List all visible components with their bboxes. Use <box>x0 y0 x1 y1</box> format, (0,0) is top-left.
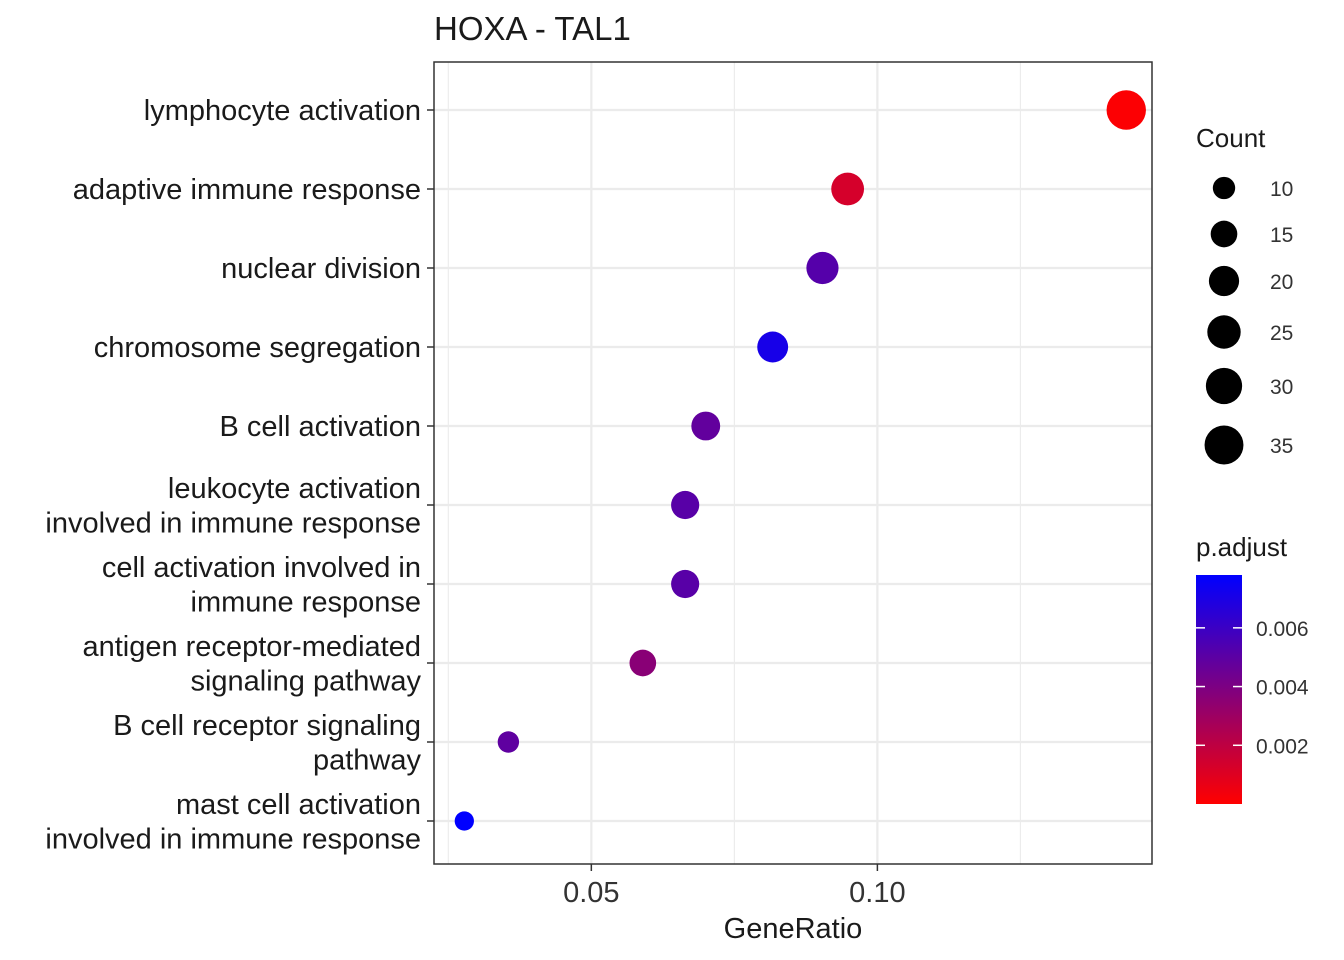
y-tick-label: lymphocyte activation <box>144 95 421 127</box>
data-point <box>806 251 839 285</box>
size-legend-key <box>1204 425 1244 465</box>
x-tick-label: 0.10 <box>849 877 905 909</box>
data-point <box>1106 90 1146 130</box>
colorbar <box>1196 575 1242 804</box>
size-legend-title: Count <box>1196 123 1266 153</box>
plot-panel <box>434 62 1152 864</box>
y-tick-label-line: nuclear division <box>221 253 421 285</box>
data-point <box>671 490 700 520</box>
y-tick-label-line: adaptive immune response <box>73 174 421 206</box>
data-point <box>497 731 520 753</box>
y-tick-label-line: signaling pathway <box>190 665 421 697</box>
y-axis: lymphocyte activation adaptive immune res… <box>45 95 434 855</box>
data-point <box>671 569 700 599</box>
size-legend-key <box>1205 367 1243 405</box>
y-tick-label-line: involved in immune response <box>45 507 421 539</box>
data-point <box>629 649 657 677</box>
x-axis: 0.05 0.10 <box>563 864 906 909</box>
y-tick-label: B cell receptor signaling pathway <box>113 710 421 777</box>
color-legend: p.adjust 0.006 0.004 0.002 <box>1196 532 1309 804</box>
data-points <box>454 90 1146 831</box>
size-legend-key <box>1212 176 1236 200</box>
y-tick-label-line: antigen receptor-mediated <box>82 631 421 663</box>
size-legend-label: 15 <box>1270 224 1293 247</box>
data-point <box>691 411 721 441</box>
y-tick-label-line: chromosome segregation <box>94 332 421 364</box>
size-legend-key <box>1207 315 1241 349</box>
y-tick-label: leukocyte activation involved in immune r… <box>45 473 421 540</box>
chart-title: HOXA - TAL1 <box>434 10 631 47</box>
color-legend-title: p.adjust <box>1196 532 1288 562</box>
y-tick-label: nuclear division <box>221 253 421 285</box>
size-legend-key <box>1210 220 1238 248</box>
color-legend-label: 0.004 <box>1256 677 1309 700</box>
y-tick-label: antigen receptor-mediated signaling pathw… <box>82 631 421 698</box>
color-legend-label: 0.006 <box>1256 618 1309 641</box>
size-legend-label: 20 <box>1270 271 1293 294</box>
y-tick-label: mast cell activation involved in immune r… <box>45 789 421 856</box>
data-point <box>757 331 789 363</box>
data-point <box>454 811 474 831</box>
x-tick-label: 0.05 <box>563 877 619 909</box>
y-tick-label-line: cell activation involved in <box>102 552 421 584</box>
size-legend: Count 10 15 20 25 30 35 <box>1196 123 1293 465</box>
plot-panel-border <box>433 61 1153 865</box>
x-axis-title: GeneRatio <box>724 913 863 945</box>
grid-lines <box>434 62 1152 864</box>
y-tick-label-line: lymphocyte activation <box>144 95 421 127</box>
y-tick-label: B cell activation <box>220 411 422 443</box>
y-tick-label: chromosome segregation <box>94 332 421 364</box>
y-tick-label: adaptive immune response <box>73 174 421 206</box>
y-tick-label-line: pathway <box>313 744 422 776</box>
y-tick-label: cell activation involved in immune respon… <box>102 552 421 619</box>
y-tick-label-line: B cell receptor signaling <box>113 710 421 742</box>
size-legend-key <box>1208 265 1240 297</box>
size-legend-label: 10 <box>1270 178 1293 201</box>
size-legend-label: 25 <box>1270 322 1293 345</box>
size-legend-label: 30 <box>1270 376 1293 399</box>
size-legend-label: 35 <box>1270 435 1293 458</box>
y-tick-label-line: leukocyte activation <box>168 473 421 505</box>
y-tick-label-line: involved in immune response <box>45 823 421 855</box>
y-tick-label-line: mast cell activation <box>176 789 421 821</box>
color-legend-label: 0.002 <box>1256 735 1309 758</box>
data-point <box>831 172 865 206</box>
y-tick-label-line: B cell activation <box>220 411 422 443</box>
y-tick-label-line: immune response <box>191 586 422 618</box>
